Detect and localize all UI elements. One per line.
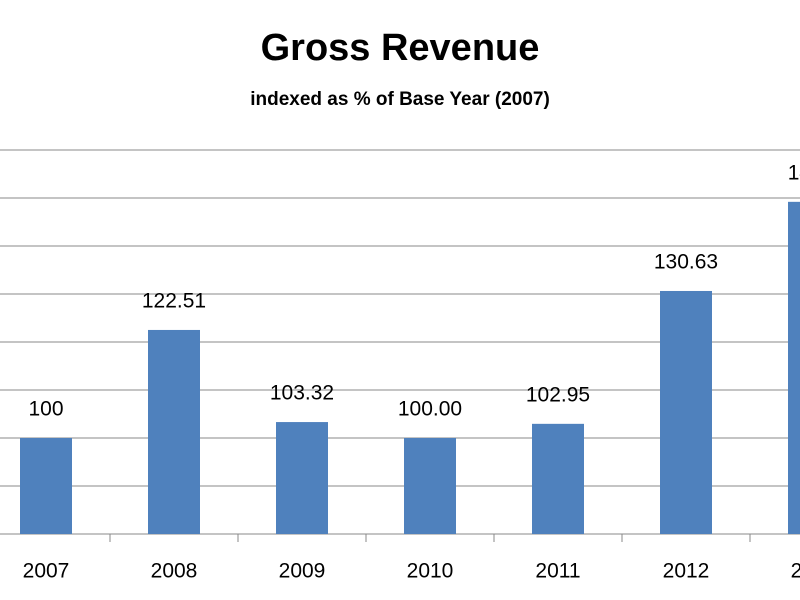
value-label: 100 — [28, 398, 63, 421]
bar — [148, 329, 200, 534]
value-label: 149.2 — [788, 161, 800, 184]
value-label: 102.95 — [526, 383, 590, 406]
value-label: 100.00 — [398, 398, 462, 421]
value-label: 122.51 — [142, 289, 206, 312]
bar — [20, 438, 72, 534]
x-tick-label: 2009 — [279, 560, 326, 583]
x-tick-label: 2010 — [407, 560, 454, 583]
x-tick-label: 2012 — [663, 560, 710, 583]
chart-subtitle: indexed as % of Base Year (2007) — [250, 89, 550, 110]
bar — [276, 422, 328, 534]
chart-title: Gross Revenue — [261, 27, 540, 69]
bar — [660, 290, 712, 534]
x-tick-label: 2013 — [791, 560, 800, 583]
bar — [404, 438, 456, 534]
x-tick-label: 2008 — [151, 560, 198, 583]
x-tick-label: 2011 — [535, 560, 580, 583]
value-label: 130.63 — [654, 251, 718, 274]
bar — [788, 201, 800, 534]
x-tick-label: 2007 — [23, 560, 70, 583]
bar — [532, 423, 584, 534]
value-label: 103.32 — [270, 382, 334, 405]
